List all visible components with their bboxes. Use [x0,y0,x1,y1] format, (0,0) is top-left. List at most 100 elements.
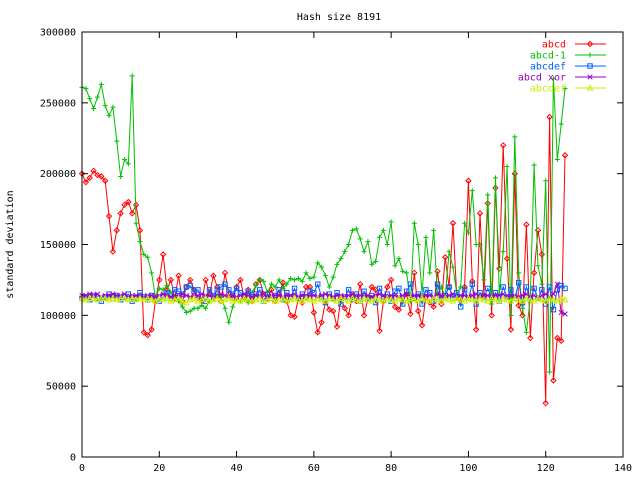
data-point [485,285,491,292]
data-point [488,294,496,301]
data-point [236,297,244,304]
data-point [110,104,116,110]
data-point [276,277,282,283]
data-point [377,234,383,240]
data-point [352,296,360,303]
data-point [549,296,557,303]
data-point [546,113,553,121]
data-point [434,281,441,287]
data-point [558,121,564,127]
data-point [449,220,457,227]
series-4 [78,294,569,306]
data-point [245,292,251,299]
data-point [388,219,394,225]
data-point [302,294,310,301]
data-point [496,292,502,299]
data-point [458,304,464,310]
data-point [360,312,368,319]
data-point [415,242,421,247]
data-point [222,292,228,299]
data-point [562,311,568,317]
data-point [321,297,329,304]
data-point [256,294,264,301]
data-point [195,305,201,311]
data-point [325,294,333,301]
data-point [492,296,499,303]
data-point [396,256,402,262]
data-point [511,294,519,301]
data-point [511,170,519,177]
data-point [179,304,185,310]
data-point [314,294,322,301]
data-point [400,292,406,299]
data-point [450,291,456,297]
data-point [109,294,117,301]
data-point [554,281,560,287]
data-point [481,292,487,299]
data-point [523,291,530,297]
data-point [368,283,376,291]
data-point [272,284,278,290]
data-point [284,281,290,287]
data-point [396,285,402,292]
data-point [268,281,274,287]
data-point [423,287,429,293]
data-point [558,309,564,316]
data-point [151,297,159,304]
data-point [539,287,545,293]
data-point [237,276,244,284]
data-point [438,284,444,290]
data-point [481,277,487,283]
data-point [427,292,433,299]
data-point [267,294,275,301]
legend-label: abcd-1 [530,51,566,62]
data-point [542,399,549,407]
data-point [222,281,228,287]
data-point [508,312,514,318]
data-point [291,294,298,301]
data-point [472,297,480,304]
data-point [210,272,217,279]
data-point [345,297,353,304]
data-point [276,292,282,299]
data-point [230,304,236,310]
data-point [168,294,174,300]
data-point [543,178,549,184]
data-point [392,292,398,299]
data-point [175,294,183,301]
data-point [468,296,476,303]
data-point [554,334,561,342]
data-point [133,292,139,299]
legend-label: abcd [542,40,566,51]
data-point [345,292,352,299]
data-point [368,297,376,304]
data-point [391,303,399,311]
data-point [118,174,124,179]
x-tick-label: 40 [231,463,243,474]
data-point [287,312,294,319]
data-point [457,296,465,303]
data-point [519,292,526,299]
data-point [519,297,526,304]
data-point [206,287,213,293]
data-point [333,297,341,304]
data-point [322,291,329,297]
data-point [318,296,326,303]
data-point [225,294,233,301]
data-point [230,292,236,299]
data-point [98,298,105,304]
data-point [507,326,515,333]
data-point [503,255,511,262]
data-point [172,287,178,293]
data-point [388,292,394,299]
data-point [256,276,263,284]
data-point [133,220,139,226]
data-point [175,272,182,279]
data-point [395,294,403,301]
data-point [257,277,263,283]
data-point [244,296,252,303]
data-point [94,171,101,179]
data-point [90,294,98,301]
data-point [539,292,545,299]
data-point [477,242,483,247]
